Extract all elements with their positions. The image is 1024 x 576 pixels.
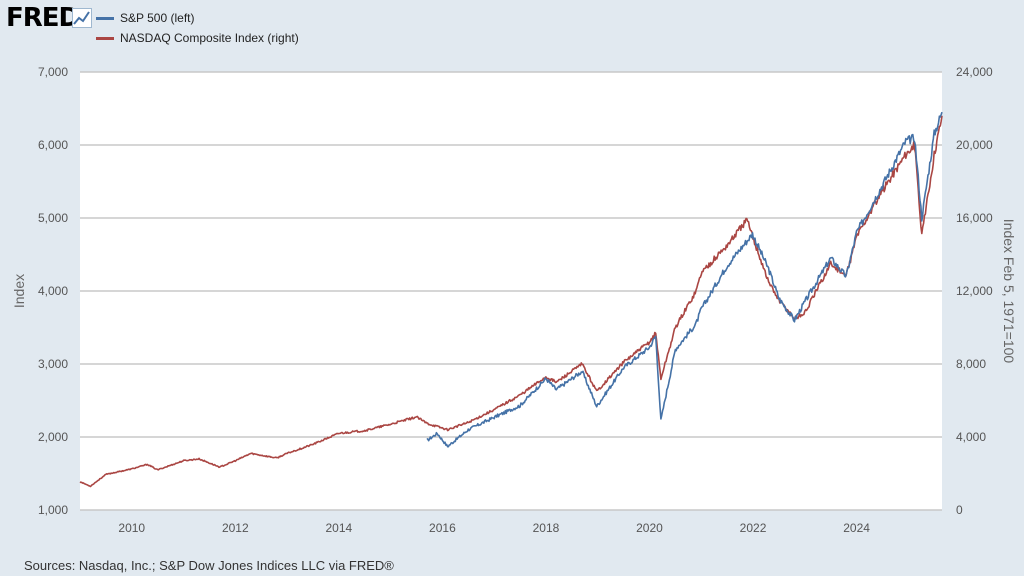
series-line-nasdaq <box>79 115 943 488</box>
y-tick-label: 3,000 <box>38 357 68 371</box>
y2-tick-label: 16,000 <box>956 211 993 225</box>
x-tick-label: 2016 <box>429 521 456 535</box>
x-tick-label: 2010 <box>118 521 145 535</box>
legend-swatch-sp500 <box>96 16 114 20</box>
y-tick-label: 2,000 <box>38 430 68 444</box>
legend-item-nasdaq[interactable]: NASDAQ Composite Index (right) <box>96 28 299 48</box>
y2-tick-label: 8,000 <box>956 357 986 371</box>
y2-tick-label: 20,000 <box>956 138 993 152</box>
y-tick-label: 1,000 <box>38 503 68 517</box>
legend-item-sp500[interactable]: S&P 500 (left) <box>96 8 299 28</box>
fred-logo[interactable]: FRED <box>6 3 80 33</box>
gridlines <box>80 71 942 511</box>
y-tick-label: 5,000 <box>38 211 68 225</box>
y2-tick-label: 0 <box>956 503 963 517</box>
x-tick-label: 2014 <box>326 521 353 535</box>
x-tick-label: 2020 <box>636 521 663 535</box>
legend-label-nasdaq: NASDAQ Composite Index (right) <box>120 31 299 45</box>
y-axis-title: Index <box>11 274 27 308</box>
y2-axis-ticks: 0 4,000 8,000 12,000 16,000 20,000 24,000 <box>956 65 993 517</box>
legend-label-sp500: S&P 500 (left) <box>120 11 195 25</box>
x-axis-ticks: 2010 2012 2014 2016 2018 2020 2022 2024 <box>118 521 870 535</box>
y-tick-label: 4,000 <box>38 284 68 298</box>
y2-tick-label: 24,000 <box>956 65 993 79</box>
y2-axis-title: Index Feb 5, 1971=100 <box>1001 219 1017 364</box>
series-line-sp500 <box>426 111 943 448</box>
y-tick-label: 7,000 <box>38 65 68 79</box>
line-chart-icon <box>72 8 92 28</box>
legend-swatch-nasdaq <box>96 36 114 40</box>
y2-tick-label: 12,000 <box>956 284 993 298</box>
x-tick-label: 2012 <box>222 521 249 535</box>
x-tick-label: 2022 <box>740 521 767 535</box>
y2-tick-label: 4,000 <box>956 430 986 444</box>
source-note: Sources: Nasdaq, Inc.; S&P Dow Jones Ind… <box>24 558 394 573</box>
x-tick-label: 2024 <box>843 521 870 535</box>
y-axis-ticks: 1,000 2,000 3,000 4,000 5,000 6,000 7,000 <box>38 65 68 517</box>
chart-legend: S&P 500 (left) NASDAQ Composite Index (r… <box>96 8 299 48</box>
x-tick-label: 2018 <box>533 521 560 535</box>
y-tick-label: 6,000 <box>38 138 68 152</box>
series-lines <box>79 111 943 488</box>
